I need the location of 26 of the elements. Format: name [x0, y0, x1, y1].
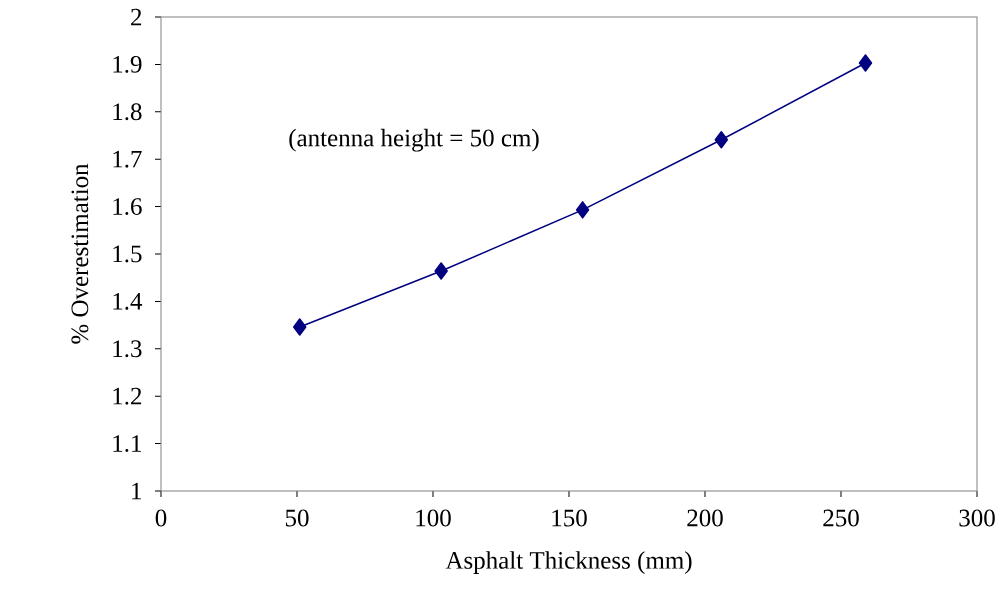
y-tick-label: 1 — [132, 482, 141, 500]
y-axis-title: % Overestimation — [71, 163, 89, 344]
y-tick-label: 1.7 — [113, 150, 142, 168]
y-tick-label: 1.5 — [113, 245, 142, 263]
x-tick-label: 50 — [285, 509, 309, 527]
point — [434, 262, 448, 280]
y-tick-label: 1.2 — [113, 387, 142, 405]
x-tick-label: 0 — [155, 509, 167, 527]
y-tick-label: 1.6 — [113, 198, 142, 216]
x-tick-label: 250 — [823, 509, 859, 527]
point — [714, 131, 729, 149]
point — [858, 54, 873, 72]
y-tick-label: 1.8 — [113, 103, 142, 121]
point — [292, 318, 307, 336]
y-tick-label: 1.9 — [113, 55, 142, 73]
x-tick-label: 200 — [687, 509, 723, 527]
x-axis-title: Asphalt Thickness (mm) — [445, 551, 692, 574]
y-tick-label: 2 — [131, 8, 142, 26]
x-tick-label: 300 — [959, 509, 995, 527]
x-tick-label: 100 — [416, 509, 451, 527]
y-tick-label: 1.4 — [113, 292, 143, 310]
annotation: (antenna height = 50 cm) — [289, 128, 539, 152]
y-tick-label: 1.1 — [113, 435, 141, 453]
y-tick-label: 1.3 — [113, 340, 142, 358]
point — [575, 201, 590, 219]
x-tick-label: 150 — [552, 509, 587, 527]
